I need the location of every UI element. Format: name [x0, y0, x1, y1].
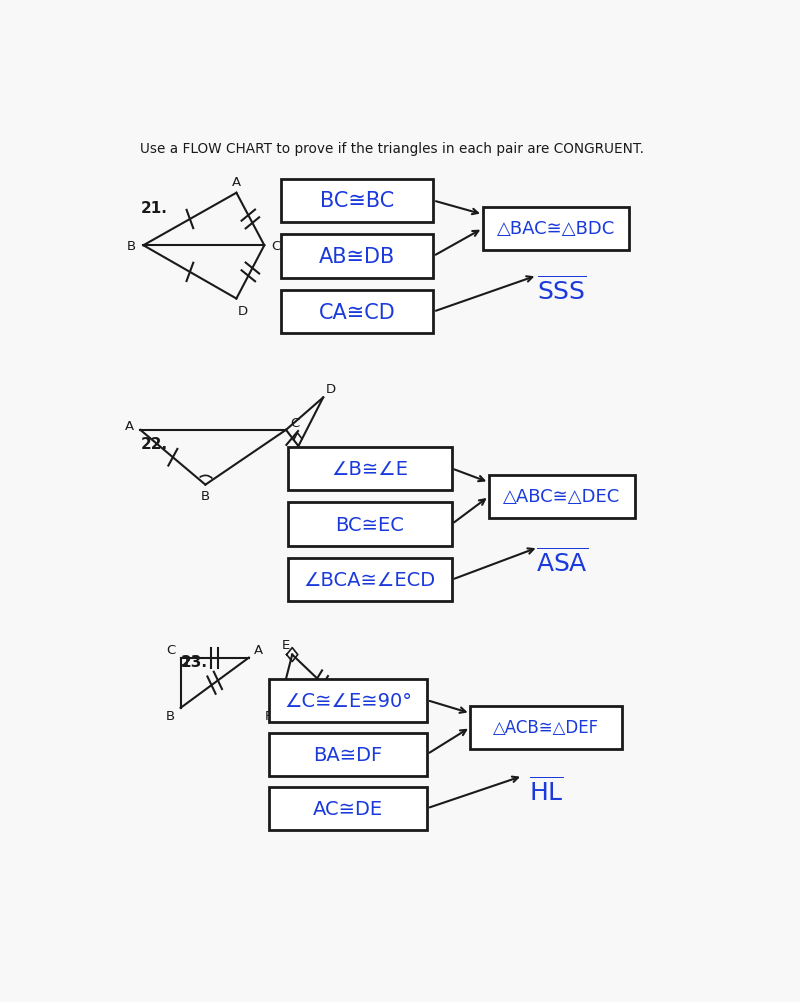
FancyBboxPatch shape [287, 503, 452, 546]
Text: B: B [166, 709, 175, 722]
Text: C: C [290, 416, 300, 429]
Text: $\overline{\mathsf{HL}}$: $\overline{\mathsf{HL}}$ [529, 776, 564, 805]
FancyBboxPatch shape [287, 447, 452, 491]
Text: BC≅BC: BC≅BC [320, 191, 394, 211]
FancyBboxPatch shape [282, 179, 434, 222]
Text: 22.: 22. [140, 437, 167, 452]
Text: △ABC≅△DEC: △ABC≅△DEC [503, 488, 621, 506]
Text: C: C [166, 644, 176, 656]
Text: CA≅CD: CA≅CD [319, 303, 396, 323]
Text: BA≅DF: BA≅DF [314, 744, 382, 764]
Text: A: A [232, 175, 241, 188]
FancyBboxPatch shape [287, 558, 452, 601]
Text: F: F [265, 709, 272, 722]
FancyBboxPatch shape [489, 475, 634, 518]
FancyBboxPatch shape [269, 732, 427, 776]
Text: 23.: 23. [181, 654, 208, 669]
Text: Use a FLOW CHART to prove if the triangles in each pair are CONGRUENT.: Use a FLOW CHART to prove if the triangl… [140, 142, 644, 156]
Text: AB≅DB: AB≅DB [319, 246, 395, 267]
Text: D: D [326, 382, 336, 395]
Text: E: E [282, 638, 290, 651]
FancyBboxPatch shape [282, 291, 434, 334]
Text: B: B [126, 239, 135, 253]
Text: ∠C≅∠E≅90°: ∠C≅∠E≅90° [284, 691, 412, 710]
Text: B: B [201, 490, 210, 502]
Text: E: E [306, 446, 314, 459]
Text: AC≅DE: AC≅DE [313, 799, 383, 818]
Text: D: D [353, 709, 363, 722]
FancyBboxPatch shape [483, 207, 629, 250]
FancyBboxPatch shape [269, 787, 427, 830]
FancyBboxPatch shape [282, 235, 434, 279]
Text: ∠B≅∠E: ∠B≅∠E [331, 460, 408, 479]
FancyBboxPatch shape [470, 705, 622, 749]
Text: A: A [254, 644, 262, 656]
Text: △ACB≅△DEF: △ACB≅△DEF [494, 718, 599, 736]
FancyBboxPatch shape [269, 678, 427, 722]
Text: $\overline{\mathsf{ASA}}$: $\overline{\mathsf{ASA}}$ [536, 547, 588, 576]
Text: △BAC≅△BDC: △BAC≅△BDC [497, 220, 615, 238]
Text: 21.: 21. [140, 201, 167, 216]
Text: $\overline{\mathsf{SSS}}$: $\overline{\mathsf{SSS}}$ [537, 276, 586, 305]
Text: D: D [238, 305, 248, 318]
Text: BC≅EC: BC≅EC [335, 515, 404, 534]
Text: ∠BCA≅∠ECD: ∠BCA≅∠ECD [304, 570, 436, 589]
Text: A: A [125, 420, 134, 433]
Text: C: C [271, 239, 280, 253]
